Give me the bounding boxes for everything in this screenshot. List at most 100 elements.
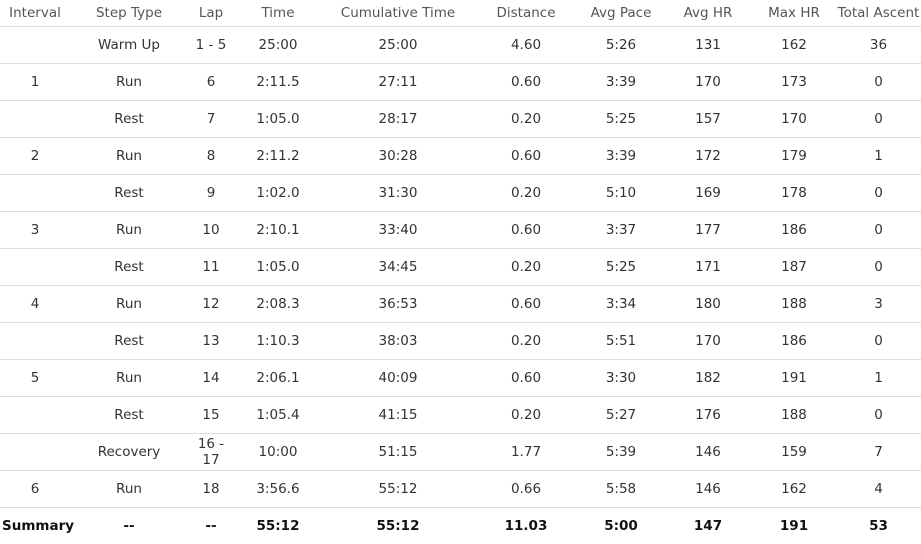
cell-lap: 18 <box>188 471 234 508</box>
cell-cumulative-time: 28:17 <box>322 101 474 138</box>
cell-max-hr: 159 <box>752 434 836 471</box>
cell-interval: 6 <box>0 471 70 508</box>
cell-time: 2:08.3 <box>234 286 322 323</box>
cell-avg-pace: 5:39 <box>578 434 664 471</box>
summary-cell-cumulative-time: 55:12 <box>322 508 474 544</box>
cell-avg-pace: 3:39 <box>578 138 664 175</box>
cell-total-ascent: 0 <box>836 249 921 286</box>
cell-avg-hr: 172 <box>664 138 752 175</box>
cell-time: 1:05.0 <box>234 101 322 138</box>
cell-interval <box>0 101 70 138</box>
cell-avg-pace: 3:30 <box>578 360 664 397</box>
cell-cumulative-time: 41:15 <box>322 397 474 434</box>
cell-total-ascent: 4 <box>836 471 921 508</box>
cell-avg-hr: 182 <box>664 360 752 397</box>
cell-avg-pace: 5:25 <box>578 101 664 138</box>
cell-max-hr: 162 <box>752 27 836 64</box>
cell-interval: 1 <box>0 64 70 101</box>
column-header-avg-hr: Avg HR <box>664 0 752 27</box>
cell-distance: 0.20 <box>474 101 578 138</box>
cell-time: 25:00 <box>234 27 322 64</box>
cell-lap: 13 <box>188 323 234 360</box>
summary-cell-max-hr: 191 <box>752 508 836 544</box>
cell-distance: 4.60 <box>474 27 578 64</box>
cell-avg-pace: 3:34 <box>578 286 664 323</box>
cell-avg-pace: 5:27 <box>578 397 664 434</box>
cell-time: 2:06.1 <box>234 360 322 397</box>
cell-step-type: Rest <box>70 101 188 138</box>
cell-lap: 7 <box>188 101 234 138</box>
summary-cell-avg-pace: 5:00 <box>578 508 664 544</box>
cell-cumulative-time: 25:00 <box>322 27 474 64</box>
cell-avg-pace: 5:58 <box>578 471 664 508</box>
cell-lap: 8 <box>188 138 234 175</box>
cell-interval: 5 <box>0 360 70 397</box>
cell-avg-hr: 170 <box>664 64 752 101</box>
cell-lap: 6 <box>188 64 234 101</box>
cell-cumulative-time: 51:15 <box>322 434 474 471</box>
cell-time: 1:10.3 <box>234 323 322 360</box>
cell-avg-hr: 169 <box>664 175 752 212</box>
cell-distance: 0.20 <box>474 175 578 212</box>
cell-max-hr: 186 <box>752 212 836 249</box>
column-header-max-hr: Max HR <box>752 0 836 27</box>
cell-distance: 1.77 <box>474 434 578 471</box>
cell-max-hr: 188 <box>752 397 836 434</box>
cell-total-ascent: 0 <box>836 101 921 138</box>
cell-total-ascent: 1 <box>836 138 921 175</box>
cell-lap: 14 <box>188 360 234 397</box>
column-header-interval: Interval <box>0 0 70 27</box>
cell-total-ascent: 3 <box>836 286 921 323</box>
cell-max-hr: 173 <box>752 64 836 101</box>
cell-step-type: Rest <box>70 397 188 434</box>
cell-cumulative-time: 55:12 <box>322 471 474 508</box>
cell-max-hr: 186 <box>752 323 836 360</box>
cell-step-type: Run <box>70 138 188 175</box>
cell-total-ascent: 0 <box>836 64 921 101</box>
cell-distance: 0.20 <box>474 323 578 360</box>
cell-avg-pace: 5:26 <box>578 27 664 64</box>
cell-time: 3:56.6 <box>234 471 322 508</box>
cell-total-ascent: 36 <box>836 27 921 64</box>
cell-cumulative-time: 33:40 <box>322 212 474 249</box>
summary-cell-interval: Summary <box>0 508 70 544</box>
summary-cell-total-ascent: 53 <box>836 508 921 544</box>
cell-step-type: Recovery <box>70 434 188 471</box>
cell-avg-hr: 177 <box>664 212 752 249</box>
cell-avg-hr: 131 <box>664 27 752 64</box>
cell-interval <box>0 249 70 286</box>
cell-distance: 0.60 <box>474 360 578 397</box>
cell-cumulative-time: 38:03 <box>322 323 474 360</box>
summary-cell-time: 55:12 <box>234 508 322 544</box>
summary-cell-avg-hr: 147 <box>664 508 752 544</box>
summary-cell-step-type: -- <box>70 508 188 544</box>
column-header-avg-pace: Avg Pace <box>578 0 664 27</box>
cell-total-ascent: 0 <box>836 323 921 360</box>
cell-max-hr: 191 <box>752 360 836 397</box>
cell-step-type: Warm Up <box>70 27 188 64</box>
cell-cumulative-time: 36:53 <box>322 286 474 323</box>
cell-avg-pace: 3:39 <box>578 64 664 101</box>
cell-total-ascent: 0 <box>836 397 921 434</box>
cell-time: 2:11.5 <box>234 64 322 101</box>
cell-avg-hr: 157 <box>664 101 752 138</box>
cell-avg-hr: 180 <box>664 286 752 323</box>
cell-lap: 12 <box>188 286 234 323</box>
cell-avg-pace: 5:10 <box>578 175 664 212</box>
cell-lap: 10 <box>188 212 234 249</box>
cell-interval: 3 <box>0 212 70 249</box>
cell-step-type: Rest <box>70 323 188 360</box>
